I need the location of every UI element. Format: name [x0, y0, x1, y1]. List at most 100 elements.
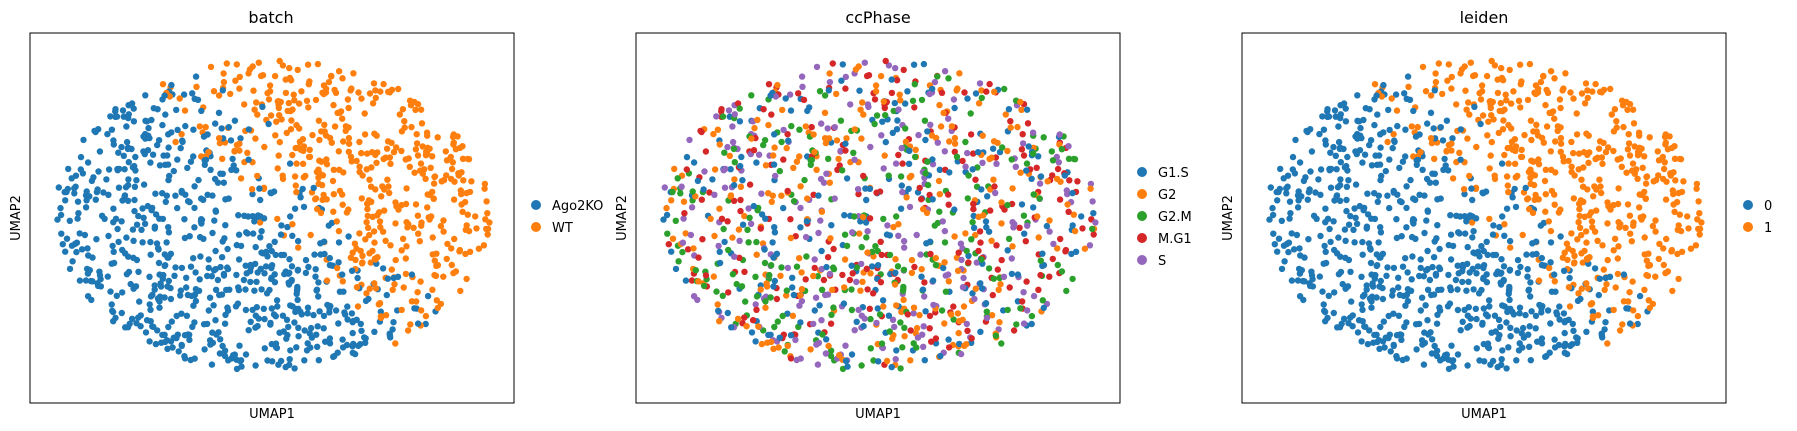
- data-point: [1324, 106, 1331, 113]
- legend-item: G2: [1137, 188, 1176, 203]
- data-point: [679, 248, 686, 256]
- data-point: [216, 350, 224, 357]
- data-point: [383, 291, 390, 299]
- data-point: [983, 88, 990, 95]
- data-point: [1517, 104, 1524, 111]
- data-point: [1505, 160, 1512, 167]
- data-point: [955, 249, 962, 256]
- data-point: [443, 157, 451, 164]
- data-point: [1551, 201, 1558, 208]
- data-point: [271, 279, 279, 286]
- data-point: [1615, 185, 1622, 192]
- data-point: [191, 319, 198, 326]
- data-point: [1014, 123, 1021, 131]
- data-point: [938, 89, 946, 97]
- data-point: [274, 215, 281, 223]
- data-point: [204, 320, 211, 328]
- data-point: [427, 164, 434, 171]
- data-point: [1469, 265, 1477, 272]
- data-point: [391, 281, 398, 288]
- data-point: [897, 173, 905, 180]
- data-point: [330, 208, 337, 215]
- data-point: [818, 120, 825, 127]
- data-point: [919, 286, 927, 293]
- data-point: [189, 90, 196, 97]
- data-point: [1009, 219, 1016, 226]
- data-point: [841, 284, 848, 291]
- data-point: [1695, 198, 1702, 205]
- data-point: [217, 336, 224, 343]
- data-point: [357, 320, 364, 328]
- data-point: [789, 312, 797, 319]
- data-point: [1469, 234, 1476, 241]
- data-point: [1578, 90, 1586, 97]
- data-point: [1484, 251, 1491, 259]
- data-point: [1319, 288, 1326, 295]
- data-point: [709, 176, 716, 183]
- data-point: [998, 340, 1005, 347]
- data-point: [1018, 106, 1025, 114]
- data-point: [731, 253, 738, 260]
- data-point: [1698, 219, 1705, 226]
- data-point: [1693, 180, 1701, 188]
- data-point: [1001, 85, 1008, 93]
- data-point: [293, 287, 301, 294]
- data-point: [1030, 191, 1037, 198]
- data-point: [339, 344, 347, 351]
- data-point: [1421, 229, 1428, 237]
- data-point: [1468, 219, 1476, 226]
- data-point: [1494, 76, 1501, 83]
- data-point: [1624, 201, 1632, 208]
- legend-marker: [531, 200, 541, 210]
- data-point: [57, 204, 64, 212]
- data-point: [722, 165, 729, 173]
- data-point: [221, 352, 229, 360]
- data-point: [308, 334, 316, 341]
- data-point: [841, 212, 848, 219]
- data-point: [244, 149, 251, 156]
- data-point: [724, 143, 731, 151]
- data-point: [1631, 143, 1638, 150]
- data-point: [1393, 355, 1401, 362]
- data-point: [1089, 198, 1096, 205]
- data-point: [1036, 180, 1044, 187]
- data-point: [1376, 283, 1383, 290]
- data-point: [1597, 183, 1604, 190]
- data-point: [842, 140, 849, 147]
- data-point: [1461, 306, 1468, 314]
- data-point: [202, 123, 209, 131]
- data-point: [881, 152, 888, 159]
- data-point: [1536, 301, 1543, 309]
- data-point: [165, 224, 172, 231]
- data-point: [874, 262, 882, 269]
- data-point: [1403, 292, 1410, 299]
- data-point: [1008, 156, 1015, 163]
- data-point: [1655, 172, 1662, 179]
- data-point: [1584, 256, 1591, 263]
- data-point: [451, 235, 458, 243]
- data-point: [1373, 294, 1380, 301]
- data-point: [1573, 110, 1580, 117]
- data-point: [841, 256, 849, 263]
- data-point: [191, 204, 198, 212]
- data-point: [257, 196, 264, 204]
- data-point: [131, 207, 138, 215]
- data-point: [1005, 235, 1013, 242]
- data-point: [937, 352, 944, 360]
- data-point: [1559, 87, 1566, 94]
- data-point: [247, 318, 254, 325]
- data-point: [729, 123, 736, 130]
- data-point: [836, 352, 843, 359]
- data-point: [165, 323, 172, 331]
- data-point: [864, 228, 871, 235]
- data-point: [400, 284, 407, 291]
- data-point: [1447, 212, 1454, 219]
- data-point: [286, 160, 294, 167]
- data-point: [1321, 307, 1328, 314]
- data-point: [847, 101, 854, 108]
- data-point: [846, 276, 854, 284]
- data-point: [859, 278, 866, 285]
- data-point: [1301, 254, 1308, 261]
- data-point: [285, 281, 293, 288]
